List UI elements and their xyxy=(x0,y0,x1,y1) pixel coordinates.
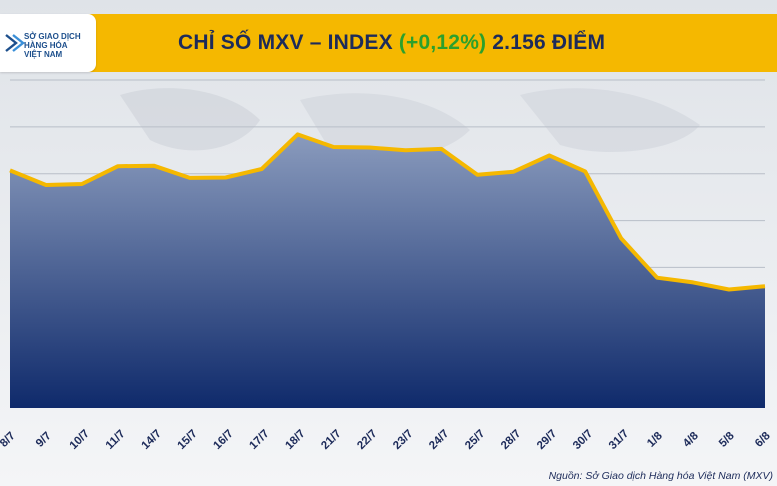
source-note: Nguồn: Sở Giao dịch Hàng hóa Việt Nam (M… xyxy=(548,470,773,482)
x-tick-label: 16/7 xyxy=(211,428,235,452)
logo-line-3: VIỆT NAM xyxy=(24,50,63,59)
x-tick-label: 15/7 xyxy=(175,428,199,452)
x-tick-label: 23/7 xyxy=(391,428,415,452)
logo-arrow-icon xyxy=(5,34,25,52)
x-tick-label: 9/7 xyxy=(34,430,54,450)
x-tick-label: 31/7 xyxy=(607,428,631,452)
x-tick-label: 24/7 xyxy=(427,428,451,452)
x-tick-label: 1/8 xyxy=(645,430,665,450)
mxv-logo: SỞ GIAO DỊCH HÀNG HÓA VIỆT NAM xyxy=(0,14,96,72)
x-tick-label: 25/7 xyxy=(463,428,487,452)
series-line xyxy=(9,132,766,292)
x-tick-label: 14/7 xyxy=(140,428,164,452)
title-prefix: CHỈ SỐ MXV – INDEX xyxy=(178,31,399,54)
x-tick-label: 5/8 xyxy=(717,430,737,450)
x-tick-label: 30/7 xyxy=(571,428,595,452)
title-change: (+0,12%) xyxy=(398,31,487,54)
logo-text: SỞ GIAO DỊCH HÀNG HÓA VIỆT NAM xyxy=(24,32,81,59)
chart-title: CHỈ SỐ MXV – INDEX (+0,12%) 2.156 ĐIỂM xyxy=(178,14,605,72)
title-bar: CHỈ SỐ MXV – INDEX (+0,12%) 2.156 ĐIỂM xyxy=(78,14,777,72)
x-tick-label: 17/7 xyxy=(247,428,271,452)
x-tick-label: 22/7 xyxy=(355,428,379,452)
x-tick-label: 10/7 xyxy=(68,428,92,452)
x-tick-label: 8/7 xyxy=(0,430,18,450)
logo-line-1: SỞ GIAO DỊCH xyxy=(24,32,81,41)
x-tick-label: 18/7 xyxy=(283,428,307,452)
title-value: 2.156 ĐIỂM xyxy=(486,31,606,54)
area-fill xyxy=(10,134,765,408)
x-tick-label: 11/7 xyxy=(104,428,128,452)
x-tick-label: 28/7 xyxy=(499,428,523,452)
logo-line-2: HÀNG HÓA xyxy=(24,41,68,50)
x-tick-label: 29/7 xyxy=(535,428,559,452)
x-tick-label: 21/7 xyxy=(319,428,343,452)
x-axis-ticks: 8/7 9/7 10/7 11/7 14/7 15/7 16/7 17/7 18/7 21/7 22… xyxy=(0,428,773,452)
x-tick-label: 4/8 xyxy=(681,430,701,450)
x-tick-label: 6/8 xyxy=(753,430,773,450)
